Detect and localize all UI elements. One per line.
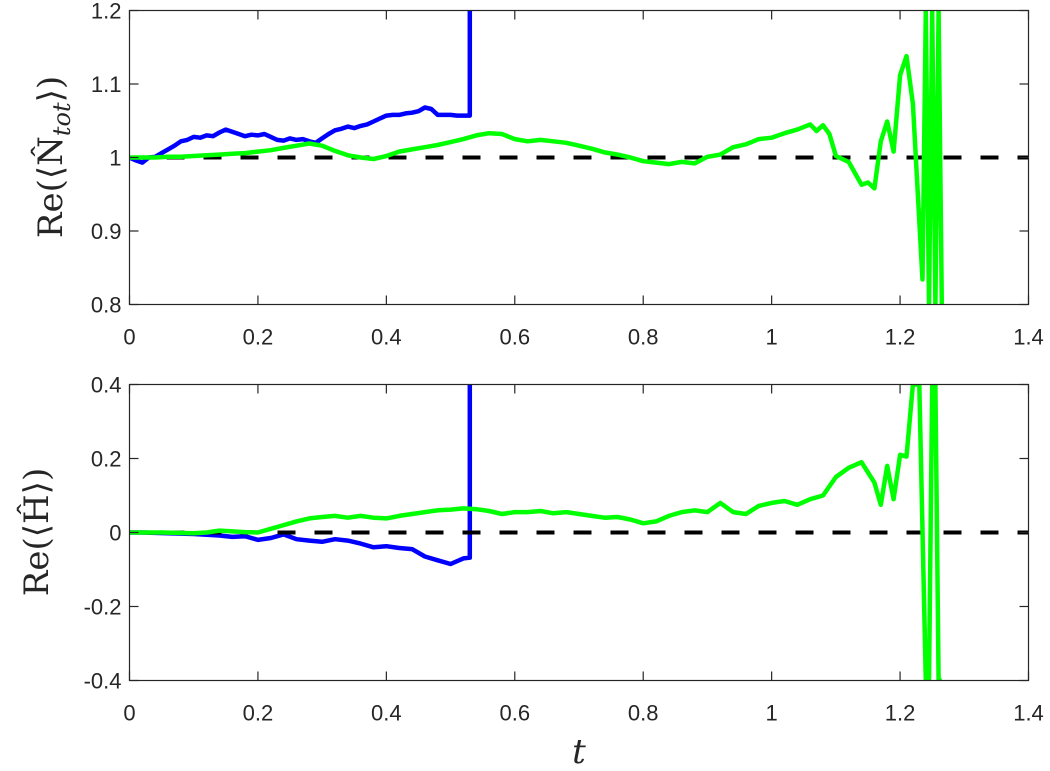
top-xtick-label: 0.4 bbox=[371, 325, 402, 350]
top-plot-lines bbox=[129, 10, 1029, 305]
top-ytick-label: 1.2 bbox=[91, 0, 122, 24]
top-xtick-label: 0.8 bbox=[628, 325, 659, 350]
top-xtick-label: 1 bbox=[766, 325, 778, 350]
bottom-series-blue bbox=[129, 384, 473, 567]
bottom-xtick-label: 0.8 bbox=[628, 701, 659, 726]
top-ylabel: Re(⟨N̂tot⟩) bbox=[30, 76, 76, 238]
bottom-xtick-label: 1 bbox=[766, 701, 778, 726]
bottom-xtick-label: 1.2 bbox=[885, 701, 916, 726]
top-ytick-label: 1 bbox=[109, 146, 121, 171]
bottom-plot-ticks: 0 0.2 0.4 0.6 0.8 1 1.2 1.4 -0.4 -0.2 0 0.2 0.4 bbox=[84, 373, 1044, 726]
top-ytick-label: 0.9 bbox=[91, 219, 122, 244]
bottom-ytick-label: -0.2 bbox=[84, 595, 122, 620]
top-series-green bbox=[129, 10, 945, 305]
top-xtick-label: 1.4 bbox=[1013, 325, 1044, 350]
top-plot: 0 0.2 0.4 0.6 0.8 1 1.2 1.4 0.8 0.9 1 1.1 1.2 Re(⟨N̂… bbox=[30, 0, 1044, 350]
top-xtick-label: 1.2 bbox=[885, 325, 916, 350]
bottom-plot: 0 0.2 0.4 0.6 0.8 1 1.2 1.4 -0.4 -0.2 0 0.2 0.4 Re(⟨… bbox=[16, 373, 1044, 771]
top-series-blue bbox=[129, 10, 473, 165]
bottom-ytick-label: -0.4 bbox=[84, 669, 122, 694]
top-xtick-label: 0.6 bbox=[499, 325, 530, 350]
bottom-xtick-label: 1.4 bbox=[1013, 701, 1044, 726]
top-ytick-label: 1.1 bbox=[91, 72, 122, 97]
bottom-ytick-label: 0.4 bbox=[91, 373, 122, 398]
bottom-xtick-label: 0.6 bbox=[499, 701, 530, 726]
top-xtick-label: 0.2 bbox=[243, 325, 274, 350]
bottom-xtick-label: 0 bbox=[123, 701, 135, 726]
bottom-ylabel: Re(⟨Ĥ⟩) bbox=[16, 468, 57, 596]
bottom-xtick-label: 0.2 bbox=[243, 701, 274, 726]
top-plot-ticks: 0 0.2 0.4 0.6 0.8 1 1.2 1.4 0.8 0.9 1 1.1 1.2 bbox=[91, 0, 1044, 350]
bottom-series-green bbox=[129, 384, 942, 681]
top-ytick-label: 0.8 bbox=[91, 293, 122, 318]
bottom-xtick-label: 0.4 bbox=[371, 701, 402, 726]
bottom-plot-lines bbox=[129, 384, 1029, 681]
bottom-ytick-label: 0.2 bbox=[91, 447, 122, 472]
bottom-ytick-label: 0 bbox=[109, 521, 121, 546]
top-xtick-label: 0 bbox=[123, 325, 135, 350]
bottom-xlabel: t bbox=[572, 732, 586, 771]
